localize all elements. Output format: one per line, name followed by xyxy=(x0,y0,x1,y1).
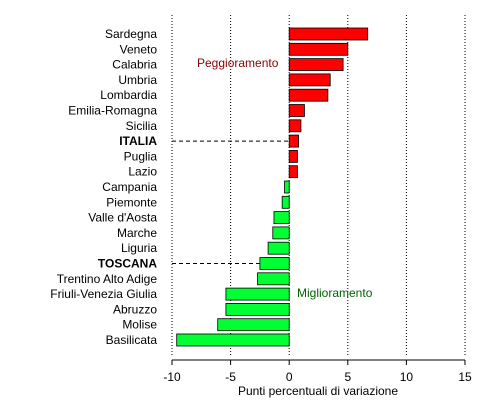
category-label-lombardia: Lombardia xyxy=(100,88,157,102)
category-label-abruzzo: Abruzzo xyxy=(113,302,157,316)
category-label-toscana: TOSCANA xyxy=(98,257,157,271)
category-label-puglia: Puglia xyxy=(124,149,158,163)
category-label-calabria: Calabria xyxy=(112,58,157,72)
bar-trentino-alto-adige xyxy=(257,272,290,286)
category-label-piemonte: Piemonte xyxy=(106,195,157,209)
category-label-basilicata: Basilicata xyxy=(106,333,158,347)
x-tick-label: 10 xyxy=(400,370,414,384)
bar-emilia-romagna xyxy=(288,104,305,117)
annotation-negative: Miglioramento xyxy=(297,286,373,300)
x-axis: -10 -5 0 5 10 15 xyxy=(163,359,472,384)
annotation-positive: Peggioramento xyxy=(197,56,279,70)
category-label-veneto: Veneto xyxy=(120,42,158,56)
category-label-marche: Marche xyxy=(117,226,157,240)
category-label-valle-d-aosta: Valle d'Aosta xyxy=(88,211,157,225)
bar-calabria xyxy=(288,58,344,71)
bar-sardegna xyxy=(288,27,369,41)
category-label-campania: Campania xyxy=(102,180,157,194)
x-tick-label: 5 xyxy=(344,370,351,384)
bar-puglia xyxy=(288,149,298,163)
bar-piemonte xyxy=(281,195,290,209)
category-label-italia: ITALIA xyxy=(119,134,157,148)
bar-campania xyxy=(284,180,290,194)
bar-friuli-venezia-giulia xyxy=(225,287,290,301)
bar-toscana xyxy=(259,257,290,270)
bar-liguria xyxy=(267,241,290,255)
bars xyxy=(172,27,369,347)
x-tick-label: -10 xyxy=(163,370,181,384)
category-label-sardegna: Sardegna xyxy=(105,27,157,41)
bar-umbria xyxy=(288,73,331,87)
category-label-friuli-venezia-giulia: Friuli-Venezia Giulia xyxy=(50,287,157,301)
bar-veneto xyxy=(288,42,349,56)
bar-basilicata xyxy=(176,333,290,347)
bar-abruzzo xyxy=(225,302,290,316)
bar-lombardia xyxy=(288,88,329,102)
category-label-molise: Molise xyxy=(122,318,157,332)
x-axis-label: Punti percentuali di variazione xyxy=(238,384,398,398)
category-label-umbria: Umbria xyxy=(118,73,157,87)
x-tick-label: 15 xyxy=(458,370,472,384)
category-label-sicilia: Sicilia xyxy=(126,119,158,133)
bar-italia xyxy=(288,134,299,148)
bar-marche xyxy=(272,226,290,240)
bar-lazio xyxy=(288,165,298,179)
x-tick-label: 0 xyxy=(286,370,293,384)
category-label-trentino-alto-adige: Trentino Alto Adige xyxy=(57,272,158,286)
bar-sicilia xyxy=(288,119,302,133)
bar-valle-d-aosta xyxy=(273,211,290,225)
category-label-emilia-romagna: Emilia-Romagna xyxy=(68,104,157,118)
bar-molise xyxy=(217,318,290,332)
category-label-lazio: Lazio xyxy=(128,165,157,179)
category-label-liguria: Liguria xyxy=(121,241,157,255)
x-tick-label: -5 xyxy=(225,370,236,384)
